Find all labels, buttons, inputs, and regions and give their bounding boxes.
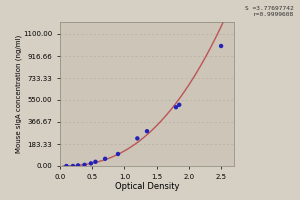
X-axis label: Optical Density: Optical Density bbox=[115, 182, 179, 191]
Point bbox=[82, 163, 87, 166]
Point bbox=[135, 137, 140, 140]
Point bbox=[76, 164, 80, 167]
Point bbox=[177, 103, 182, 106]
Point bbox=[219, 44, 224, 48]
Point bbox=[93, 160, 98, 163]
Y-axis label: Mouse sIgA concentration (ng/ml): Mouse sIgA concentration (ng/ml) bbox=[15, 35, 22, 153]
Point bbox=[70, 164, 75, 168]
Point bbox=[88, 162, 93, 165]
Point bbox=[103, 157, 107, 160]
Point bbox=[174, 106, 178, 109]
Text: S =3.77697742
r=0.9999608: S =3.77697742 r=0.9999608 bbox=[245, 6, 294, 17]
Point bbox=[145, 130, 149, 133]
Point bbox=[116, 152, 120, 156]
Point bbox=[64, 164, 69, 168]
